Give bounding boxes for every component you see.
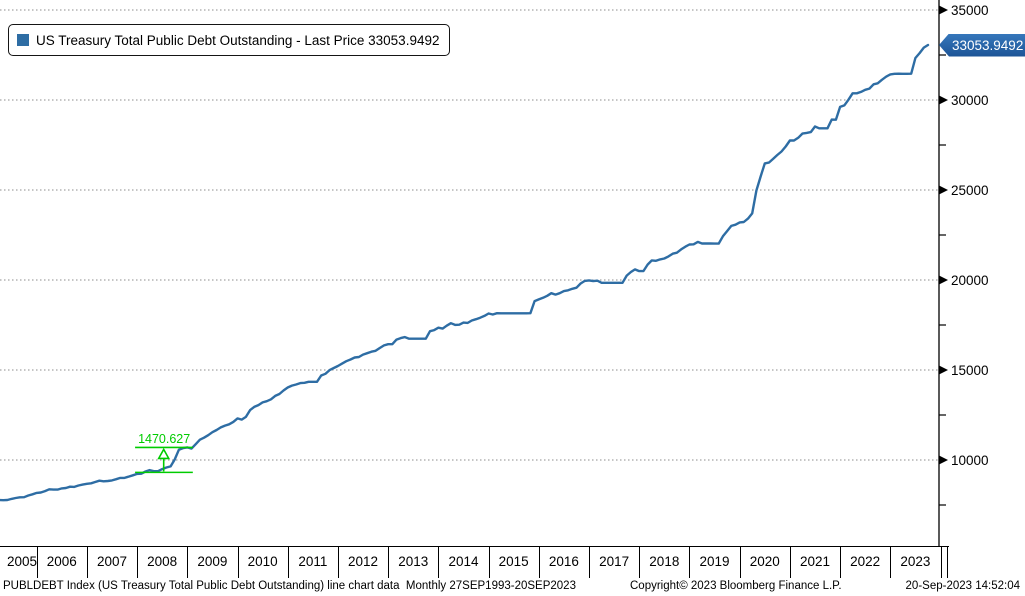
y-tick-arrow-icon [939,185,948,195]
x-axis-year-label: 2007 [96,554,127,569]
x-axis-tick [689,547,691,578]
x-axis-tick [789,547,791,578]
x-axis-year-label: 2021 [799,554,830,569]
series-legend[interactable]: US Treasury Total Public Debt Outstandin… [8,24,451,56]
y-axis-label: 25000 [951,183,989,198]
x-axis-year-label: 2022 [850,554,881,569]
y-tick-arrow-icon [939,275,948,285]
y-axis-label: 10000 [951,453,989,468]
y-tick-arrow-icon [939,5,948,15]
x-axis-tick [86,547,88,578]
y-tick-arrow-icon [939,95,948,105]
x-axis-tick [36,547,38,578]
y-axis-label: 30000 [951,93,989,108]
x-axis-year-label: 2014 [448,554,479,569]
x-axis-year-label: 2016 [548,554,579,569]
x-axis-year-label: 2006 [46,554,77,569]
x-axis-tick [388,547,390,578]
x-axis-tick [337,547,339,578]
x-axis-tick [739,547,741,578]
y-axis-label: 20000 [951,273,989,288]
last-price-badge-value: 33053.9492 [952,37,1024,53]
x-axis-tick [187,547,189,578]
x-axis-tick [940,547,942,578]
x-axis-tick [947,547,948,578]
x-axis-year-label: 2018 [649,554,680,569]
chart-description: PUBLDEBT Index (US Treasury Total Public… [3,580,576,592]
x-axis-year-label: 2008 [147,554,178,569]
x-axis-tick [890,547,892,578]
x-axis-tick [840,547,842,578]
x-axis-tick [488,547,490,578]
chart-area: 10000 15000 20000 25000 30000 35000 1470.627 U… [0,0,1025,546]
series-color-swatch-icon [17,34,29,46]
x-axis-year-label: 2012 [348,554,379,569]
x-axis-year-label: 2015 [498,554,529,569]
chart-canvas[interactable]: 10000 15000 20000 25000 30000 35000 1470.627 [0,0,1025,546]
y-axis-label: 35000 [951,3,989,18]
x-axis-tick [137,547,139,578]
series-legend-label: US Treasury Total Public Debt Outstandin… [36,32,440,48]
x-axis-year-label: 2005 [6,554,38,569]
timestamp: 20-Sep-2023 14:52:04 [905,580,1020,592]
y-axis-label: 15000 [951,363,989,378]
annotation-up-arrow-icon [157,447,171,460]
x-axis-tick [438,547,440,578]
x-axis-year-label: 2019 [699,554,730,569]
x-axis-tick [538,547,540,578]
x-axis: 2005 2006 2007 2008 2009 2010 2011 2012 2013 2014… [0,546,949,579]
x-axis-tick [589,547,590,578]
x-axis-year-label: 2009 [197,554,228,569]
x-axis-year-label: 2011 [298,554,328,569]
annotation-value-label: 1470.627 [138,432,190,446]
y-tick-arrow-icon [939,365,948,375]
x-axis-year-label: 2013 [398,554,429,569]
copyright-notice: Copyright© 2023 Bloomberg Finance L.P. [630,580,842,592]
x-axis-year-label: 2023 [900,554,931,569]
x-axis-tick [639,547,641,578]
x-axis-year-label: 2017 [599,554,630,569]
x-axis-tick [237,547,239,578]
x-axis-tick [287,547,289,578]
status-bar: PUBLDEBT Index (US Treasury Total Public… [0,578,1025,596]
debt-line-series [0,43,930,502]
y-tick-arrow-icon [939,455,948,465]
last-price-badge: 33053.9492 [939,33,1025,57]
x-axis-year-label: 2020 [749,554,780,569]
x-axis-year-label: 2010 [247,554,278,569]
